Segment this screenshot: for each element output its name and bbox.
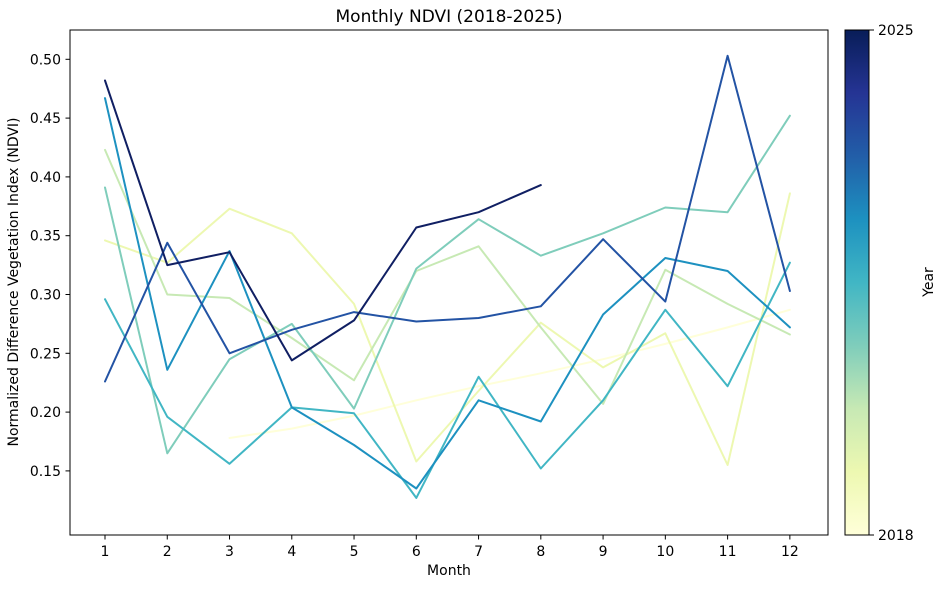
y-tick-label: 0.20 bbox=[30, 405, 61, 421]
series-line-2022 bbox=[104, 261, 791, 499]
x-tick-label: 5 bbox=[350, 544, 359, 560]
y-axis-label: Normalized Difference Vegetation Index (… bbox=[6, 117, 22, 446]
x-tick-label: 4 bbox=[287, 544, 296, 560]
series-line-2021 bbox=[104, 114, 791, 455]
x-tick-label: 10 bbox=[656, 544, 674, 560]
axis-tick-layer: 1 2 3 4 5 6 7 8 9 10 11 120.150.200.250.300.350.400… bbox=[30, 52, 799, 560]
y-tick-label: 0.15 bbox=[30, 464, 61, 480]
series-line-2020 bbox=[104, 148, 791, 405]
x-tick-label: 3 bbox=[225, 544, 234, 560]
series-line-2023 bbox=[104, 97, 791, 490]
x-tick-label: 8 bbox=[536, 544, 545, 560]
x-tick-label: 6 bbox=[412, 544, 421, 560]
colorbar-label: Year bbox=[921, 267, 937, 298]
y-tick-label: 0.25 bbox=[30, 346, 61, 362]
colorbar bbox=[844, 29, 870, 536]
series-line-2024 bbox=[104, 54, 791, 383]
y-tick-label: 0.35 bbox=[30, 229, 61, 245]
y-tick-label: 0.30 bbox=[30, 288, 61, 304]
chart-title: Monthly NDVI (2018-2025) bbox=[336, 7, 563, 27]
series-line-2019 bbox=[104, 192, 791, 466]
colorbar-top-tick-label: 2025 bbox=[878, 23, 914, 39]
x-tick-label: 12 bbox=[781, 544, 799, 560]
x-tick-label: 9 bbox=[599, 544, 608, 560]
y-tick-label: 0.40 bbox=[30, 170, 61, 186]
x-tick-label: 11 bbox=[719, 544, 737, 560]
x-axis-label: Month bbox=[427, 563, 471, 579]
x-tick-label: 7 bbox=[474, 544, 483, 560]
series-line-2025 bbox=[104, 79, 542, 362]
y-tick-label: 0.45 bbox=[30, 111, 61, 127]
series-line-2018 bbox=[228, 308, 791, 439]
x-tick-label: 1 bbox=[101, 544, 110, 560]
x-tick-label: 2 bbox=[163, 544, 172, 560]
plot-border bbox=[69, 29, 829, 536]
y-tick-label: 0.50 bbox=[30, 52, 61, 68]
series-layer bbox=[104, 54, 791, 499]
colorbar-bottom-tick-label: 2018 bbox=[878, 528, 914, 544]
